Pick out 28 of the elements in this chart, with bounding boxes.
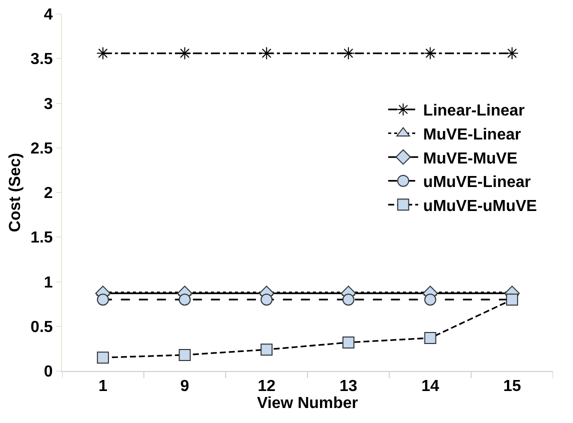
y-tick-label: 0.5: [30, 318, 53, 336]
point: [342, 46, 355, 60]
y-tick-label: 3.5: [30, 51, 53, 68]
point: [260, 46, 274, 60]
legend-label: uMuVE-uMuVE: [423, 198, 538, 215]
y-tick-label: 0: [44, 364, 53, 381]
point: [96, 46, 110, 60]
point: [424, 46, 437, 60]
x-tick-label: 15: [503, 378, 522, 396]
legend-label: uMuVE-Linear: [423, 174, 531, 192]
x-tick-label: 1: [98, 378, 108, 396]
legend-label: MuVE-Linear: [423, 126, 521, 144]
point: [178, 46, 192, 60]
y-tick-label: 4: [44, 6, 53, 24]
x-tick-label: 14: [421, 378, 440, 396]
x-tick-label: 9: [180, 378, 190, 396]
x-tick-label: 12: [258, 378, 276, 396]
y-tick-label: 1.5: [30, 230, 53, 247]
point: [506, 46, 519, 60]
y-tick-label: 1: [44, 274, 53, 292]
y-tick-label: 2: [44, 185, 53, 202]
y-tick-label: 3: [44, 96, 53, 113]
y-tick-label: 2.5: [30, 140, 53, 158]
legend-label: MuVE-MuVE: [423, 150, 518, 168]
legend-label: Linear-Linear: [423, 102, 525, 120]
x-axis-title: View Number: [256, 395, 358, 412]
x-tick-label: 13: [340, 378, 358, 396]
y-axis-title: Cost (Sec): [7, 152, 24, 232]
